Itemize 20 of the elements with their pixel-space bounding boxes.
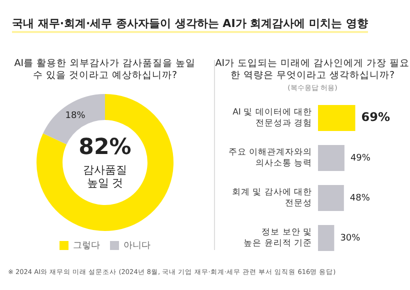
legend-label: 아니다 [124,240,150,251]
data-label: 69% [361,110,390,124]
data-label: 82% [78,135,132,160]
chart-title: AI가 도입되는 미래에 감사인에게 가장 필요한 역량은 무엇이라고 생각하십니까? [215,58,410,82]
chart-subtitle: AI를 활용한 외부감사가 감사품질을 높일 수 있을 것이라고 예상하십니까? [13,58,197,82]
text: 감사품질 높일 것 [83,163,127,190]
y-tick-label: 주요 이해관계자와의 의사소통 능력 [228,148,312,169]
y-tick-label: 정보 보안 및 높은 윤리적 기준 [244,228,312,249]
bar [318,185,344,211]
data-label: 48% [350,193,370,204]
y-tick-label: 회계 및 감사에 대한 전문성 [232,188,312,209]
legend-label: 그렇다 [73,240,100,251]
data-label: 49% [350,153,371,164]
y-tick-label: AI 및 데이터에 대한 전문성과 경험 [232,108,312,129]
bar [318,145,344,171]
bar [318,105,356,131]
chart-title: 국내 재무·회계·세무 종사자들이 생각하는 AI가 회계감사에 미치는 영향 [12,16,368,33]
data-label: 30% [340,233,361,244]
data-label: 18% [65,110,86,121]
bar [318,225,334,251]
